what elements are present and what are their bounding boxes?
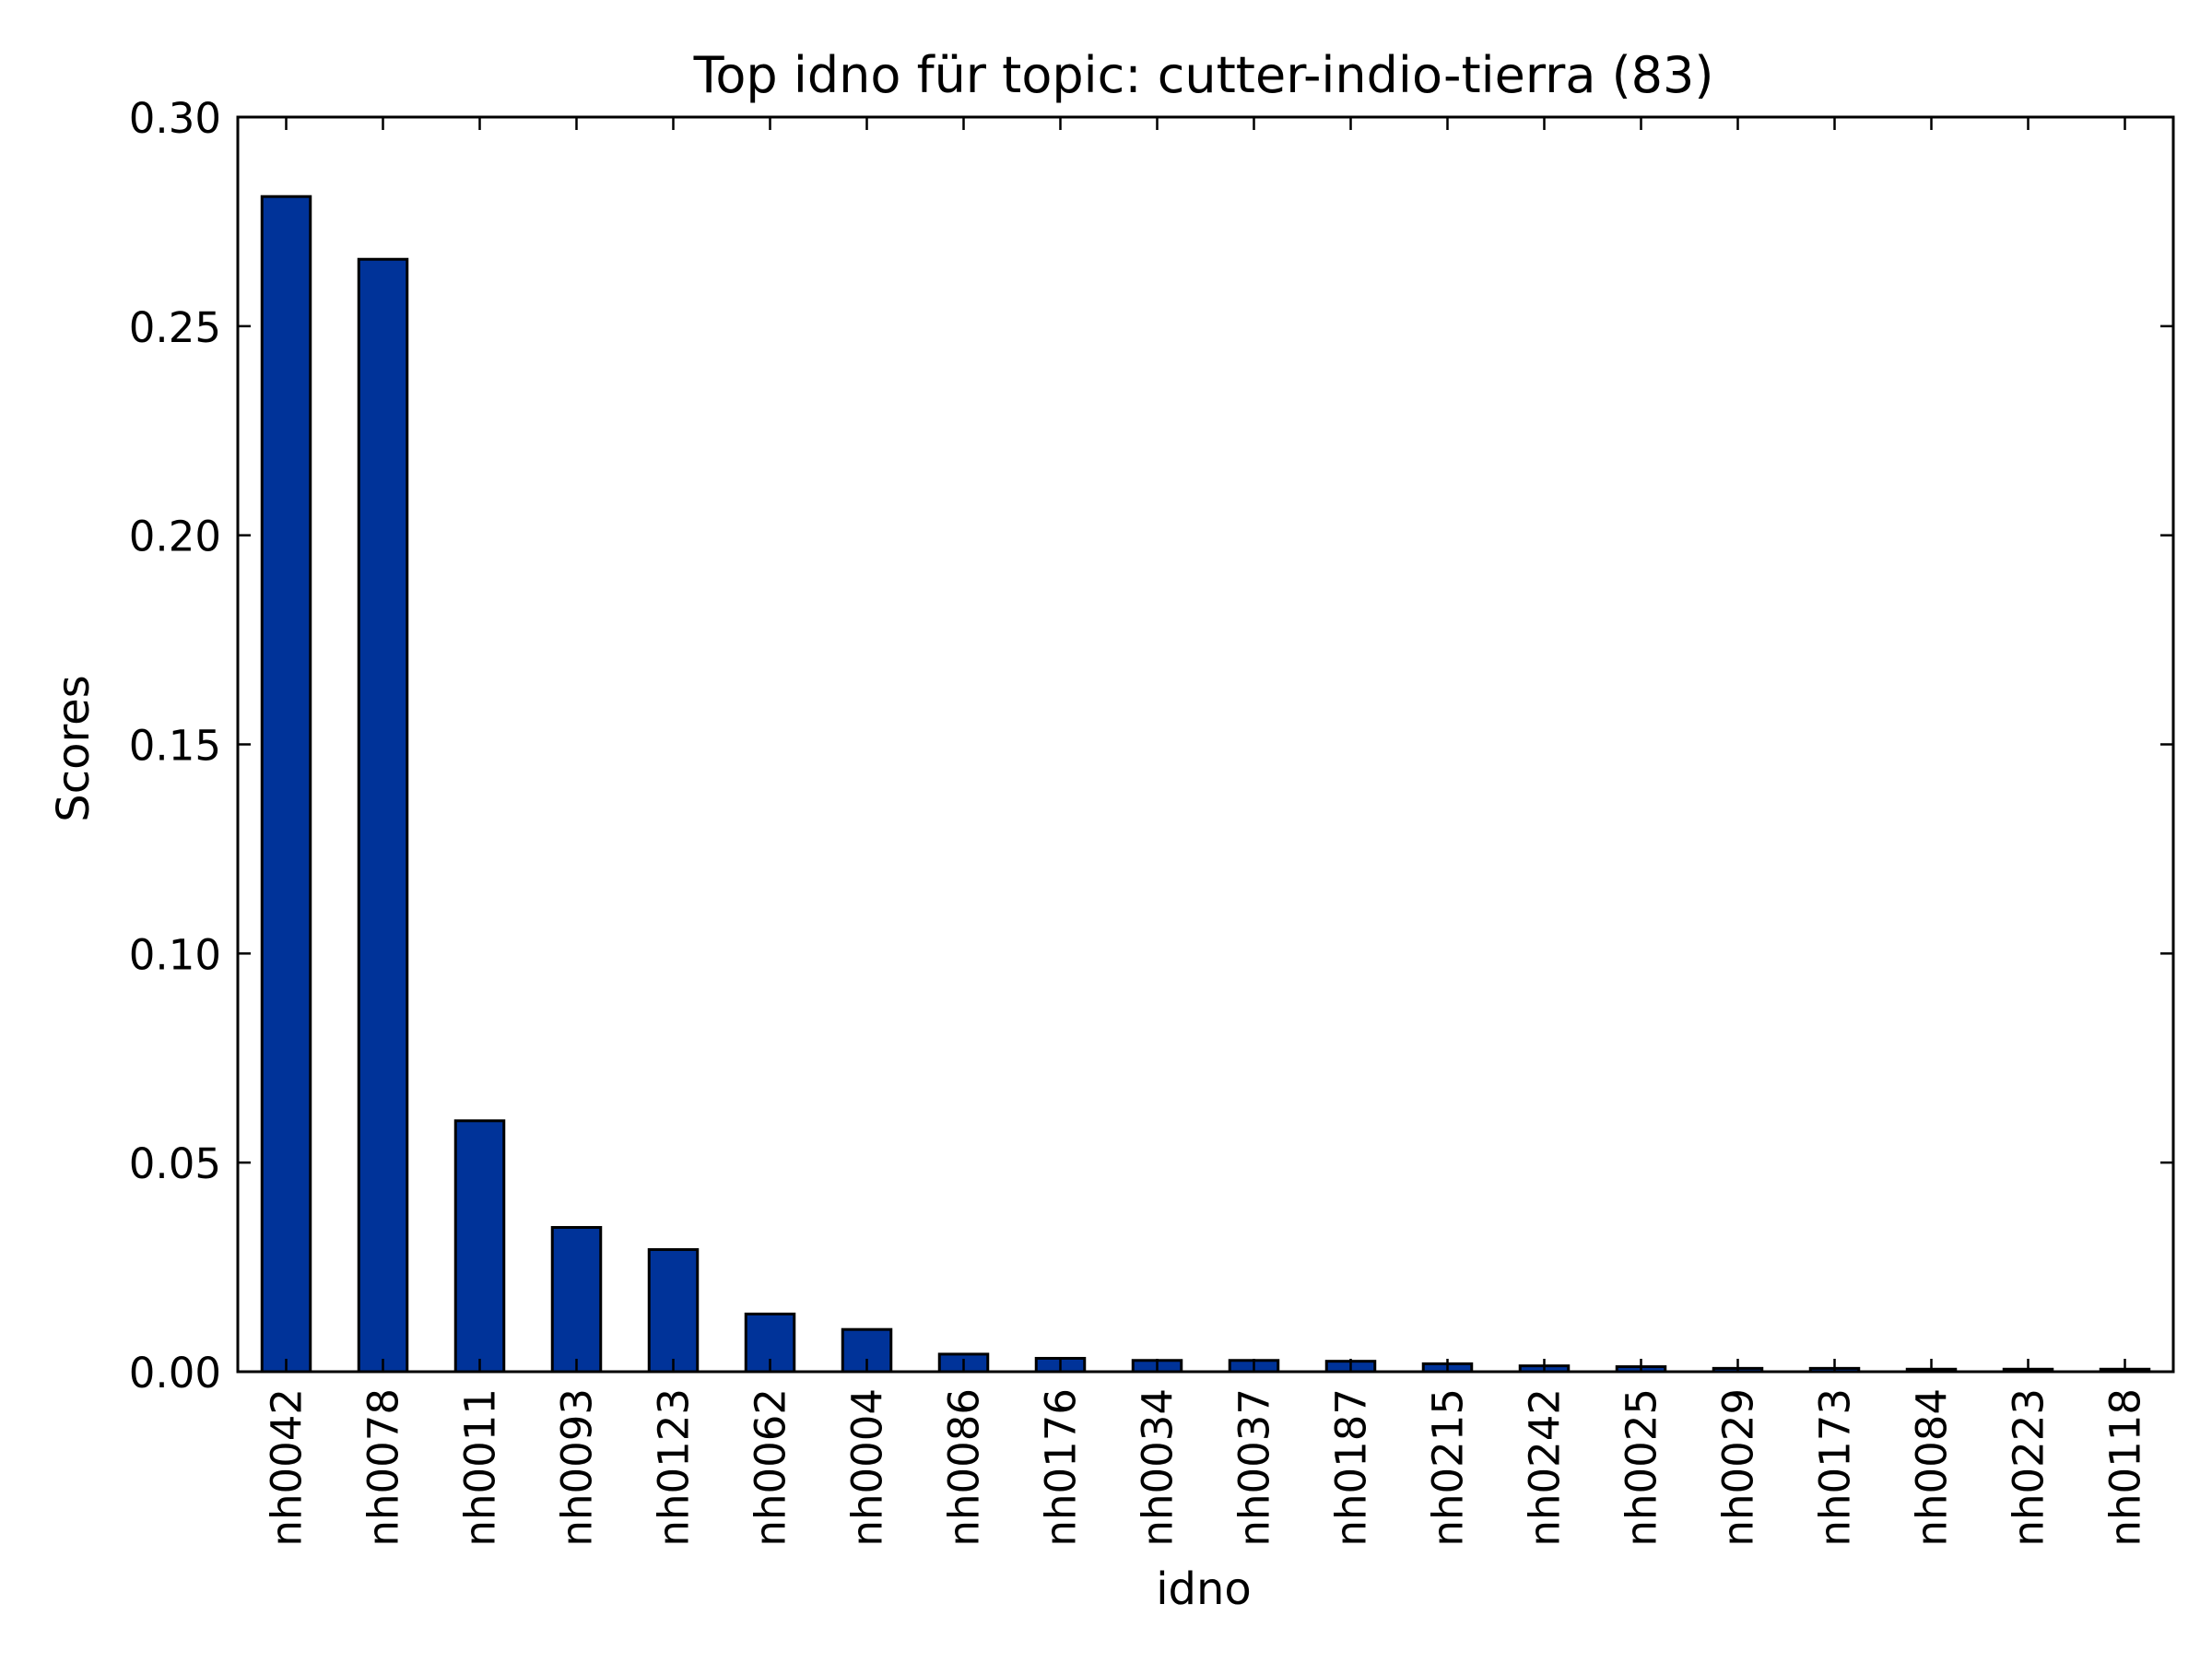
x-axis-label: idno <box>1156 1563 1252 1615</box>
x-tick-label: nh0062 <box>747 1388 795 1547</box>
y-tick-label: 0.20 <box>129 513 221 561</box>
x-tick-label: nh0037 <box>1230 1388 1279 1547</box>
x-tick-label: nh0176 <box>1037 1388 1086 1547</box>
x-tick-label: nh0173 <box>1811 1388 1860 1547</box>
x-tick-label: nh0086 <box>940 1388 989 1547</box>
y-tick-label: 0.15 <box>129 722 221 771</box>
x-tick-label: nh0118 <box>2101 1388 2150 1547</box>
x-tick-label: nh0093 <box>553 1388 602 1547</box>
bar-nh0123 <box>647 1248 700 1374</box>
bar-nh0011 <box>453 1119 506 1374</box>
chart-title: Top idno für topic: cutter-indio-tierra … <box>693 46 1714 104</box>
y-tick-label: 0.10 <box>129 930 221 979</box>
y-axis-label: Scores <box>48 675 100 821</box>
plot-area: 0.00 0.05 0.10 0.15 0.20 0.25 0.30 nh0042 nh0078… <box>129 94 2175 1547</box>
x-tick-label: nh0078 <box>359 1388 408 1547</box>
x-tick-label: nh0034 <box>1134 1388 1182 1547</box>
x-tick-label: nh0025 <box>1618 1388 1666 1547</box>
x-tick-label: nh0004 <box>843 1388 892 1547</box>
x-tick-label: nh0029 <box>1714 1388 1763 1547</box>
bar-nh0042 <box>260 195 312 1374</box>
bar-nh0078 <box>357 257 409 1374</box>
y-tick-label: 0.25 <box>129 303 221 352</box>
x-tick-label: nh0011 <box>456 1388 505 1547</box>
x-tick-label: nh0215 <box>1424 1388 1473 1547</box>
x-tick-label: nh0123 <box>650 1388 699 1547</box>
x-tick-label: nh0042 <box>263 1388 312 1547</box>
bar-nh0093 <box>550 1225 603 1374</box>
y-tick-label: 0.05 <box>129 1139 221 1188</box>
y-tick-label: 0.00 <box>129 1349 221 1398</box>
x-tick-label: nh0084 <box>1908 1388 1957 1547</box>
x-tick-label: nh0242 <box>1521 1388 1570 1547</box>
x-tick-label: nh0187 <box>1327 1388 1376 1547</box>
x-tick-label: nh0223 <box>2005 1388 2053 1547</box>
y-tick-label: 0.30 <box>129 94 221 143</box>
axes-frame <box>236 115 2175 1374</box>
